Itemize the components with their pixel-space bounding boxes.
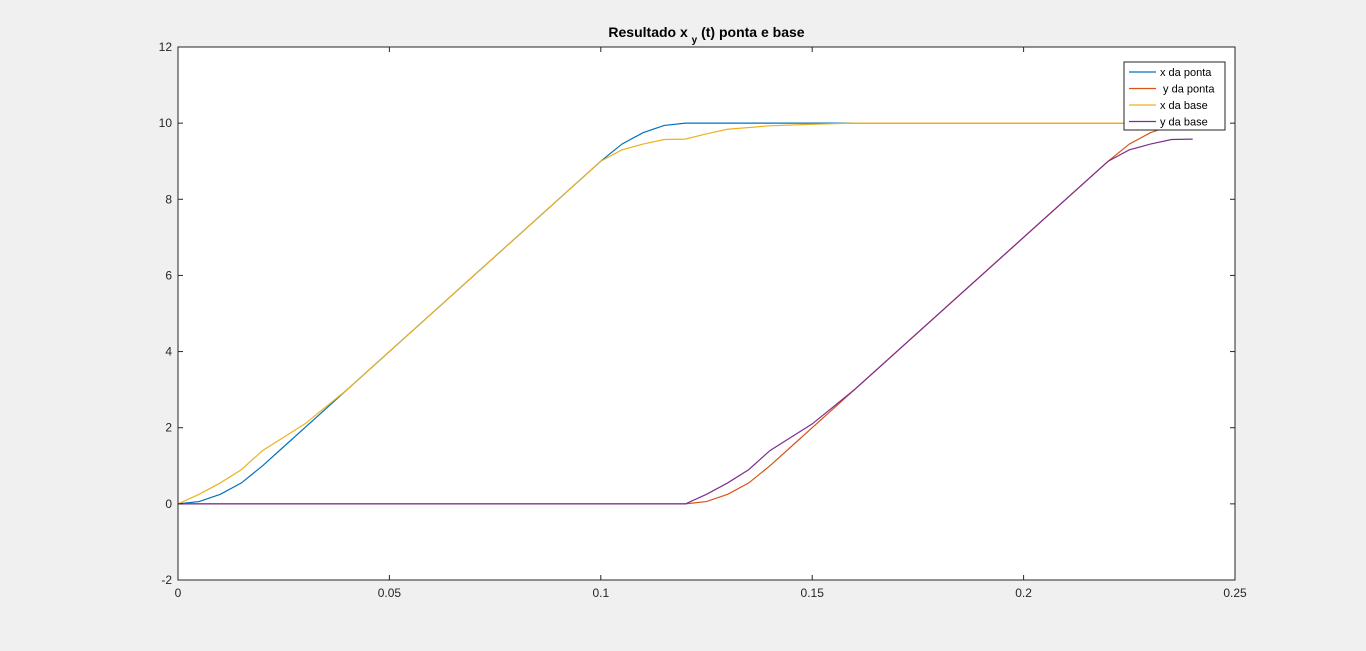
y-tick-label: 0 [165,497,172,511]
x-tick-label: 0.05 [378,586,402,600]
series-layer [177,122,1193,505]
chart-title-rest: (t) ponta e base [701,24,805,40]
y-tick-label: 10 [159,116,173,130]
chart-title-subscript: y [692,35,698,46]
legend-label-4: y da base [1160,117,1208,129]
y-tick-label: 12 [159,40,173,54]
x-tick-label: 0.1 [592,586,609,600]
x-tick-label: 0.25 [1223,586,1247,600]
legend: x da ponta y da ponta x da base y da base [1123,61,1226,131]
series-line-4 [178,138,1193,505]
axes-box [177,46,1236,581]
y-tick-label: 8 [165,192,172,206]
legend-box [1123,61,1226,131]
x-tick-label: 0 [175,586,182,600]
series-line-3 [177,122,1193,505]
legend-label-1: x da ponta [1160,67,1212,79]
legend-label-3: x da base [1160,100,1208,112]
y-tick-label: 6 [165,268,172,282]
series-line-2 [178,122,1193,505]
x-tick-label: 0.15 [801,586,825,600]
y-tick-label: -2 [161,573,172,587]
chart-title: Resultado x y (t) ponta e base [608,24,804,46]
y-tick-label: 2 [165,421,172,435]
plot-area [178,47,1235,580]
y-tick-label: 4 [165,345,172,359]
x-tick-label: 0.2 [1015,586,1032,600]
chart-title-main: Resultado x [608,24,688,40]
legend-label-2: y da ponta [1160,84,1215,96]
